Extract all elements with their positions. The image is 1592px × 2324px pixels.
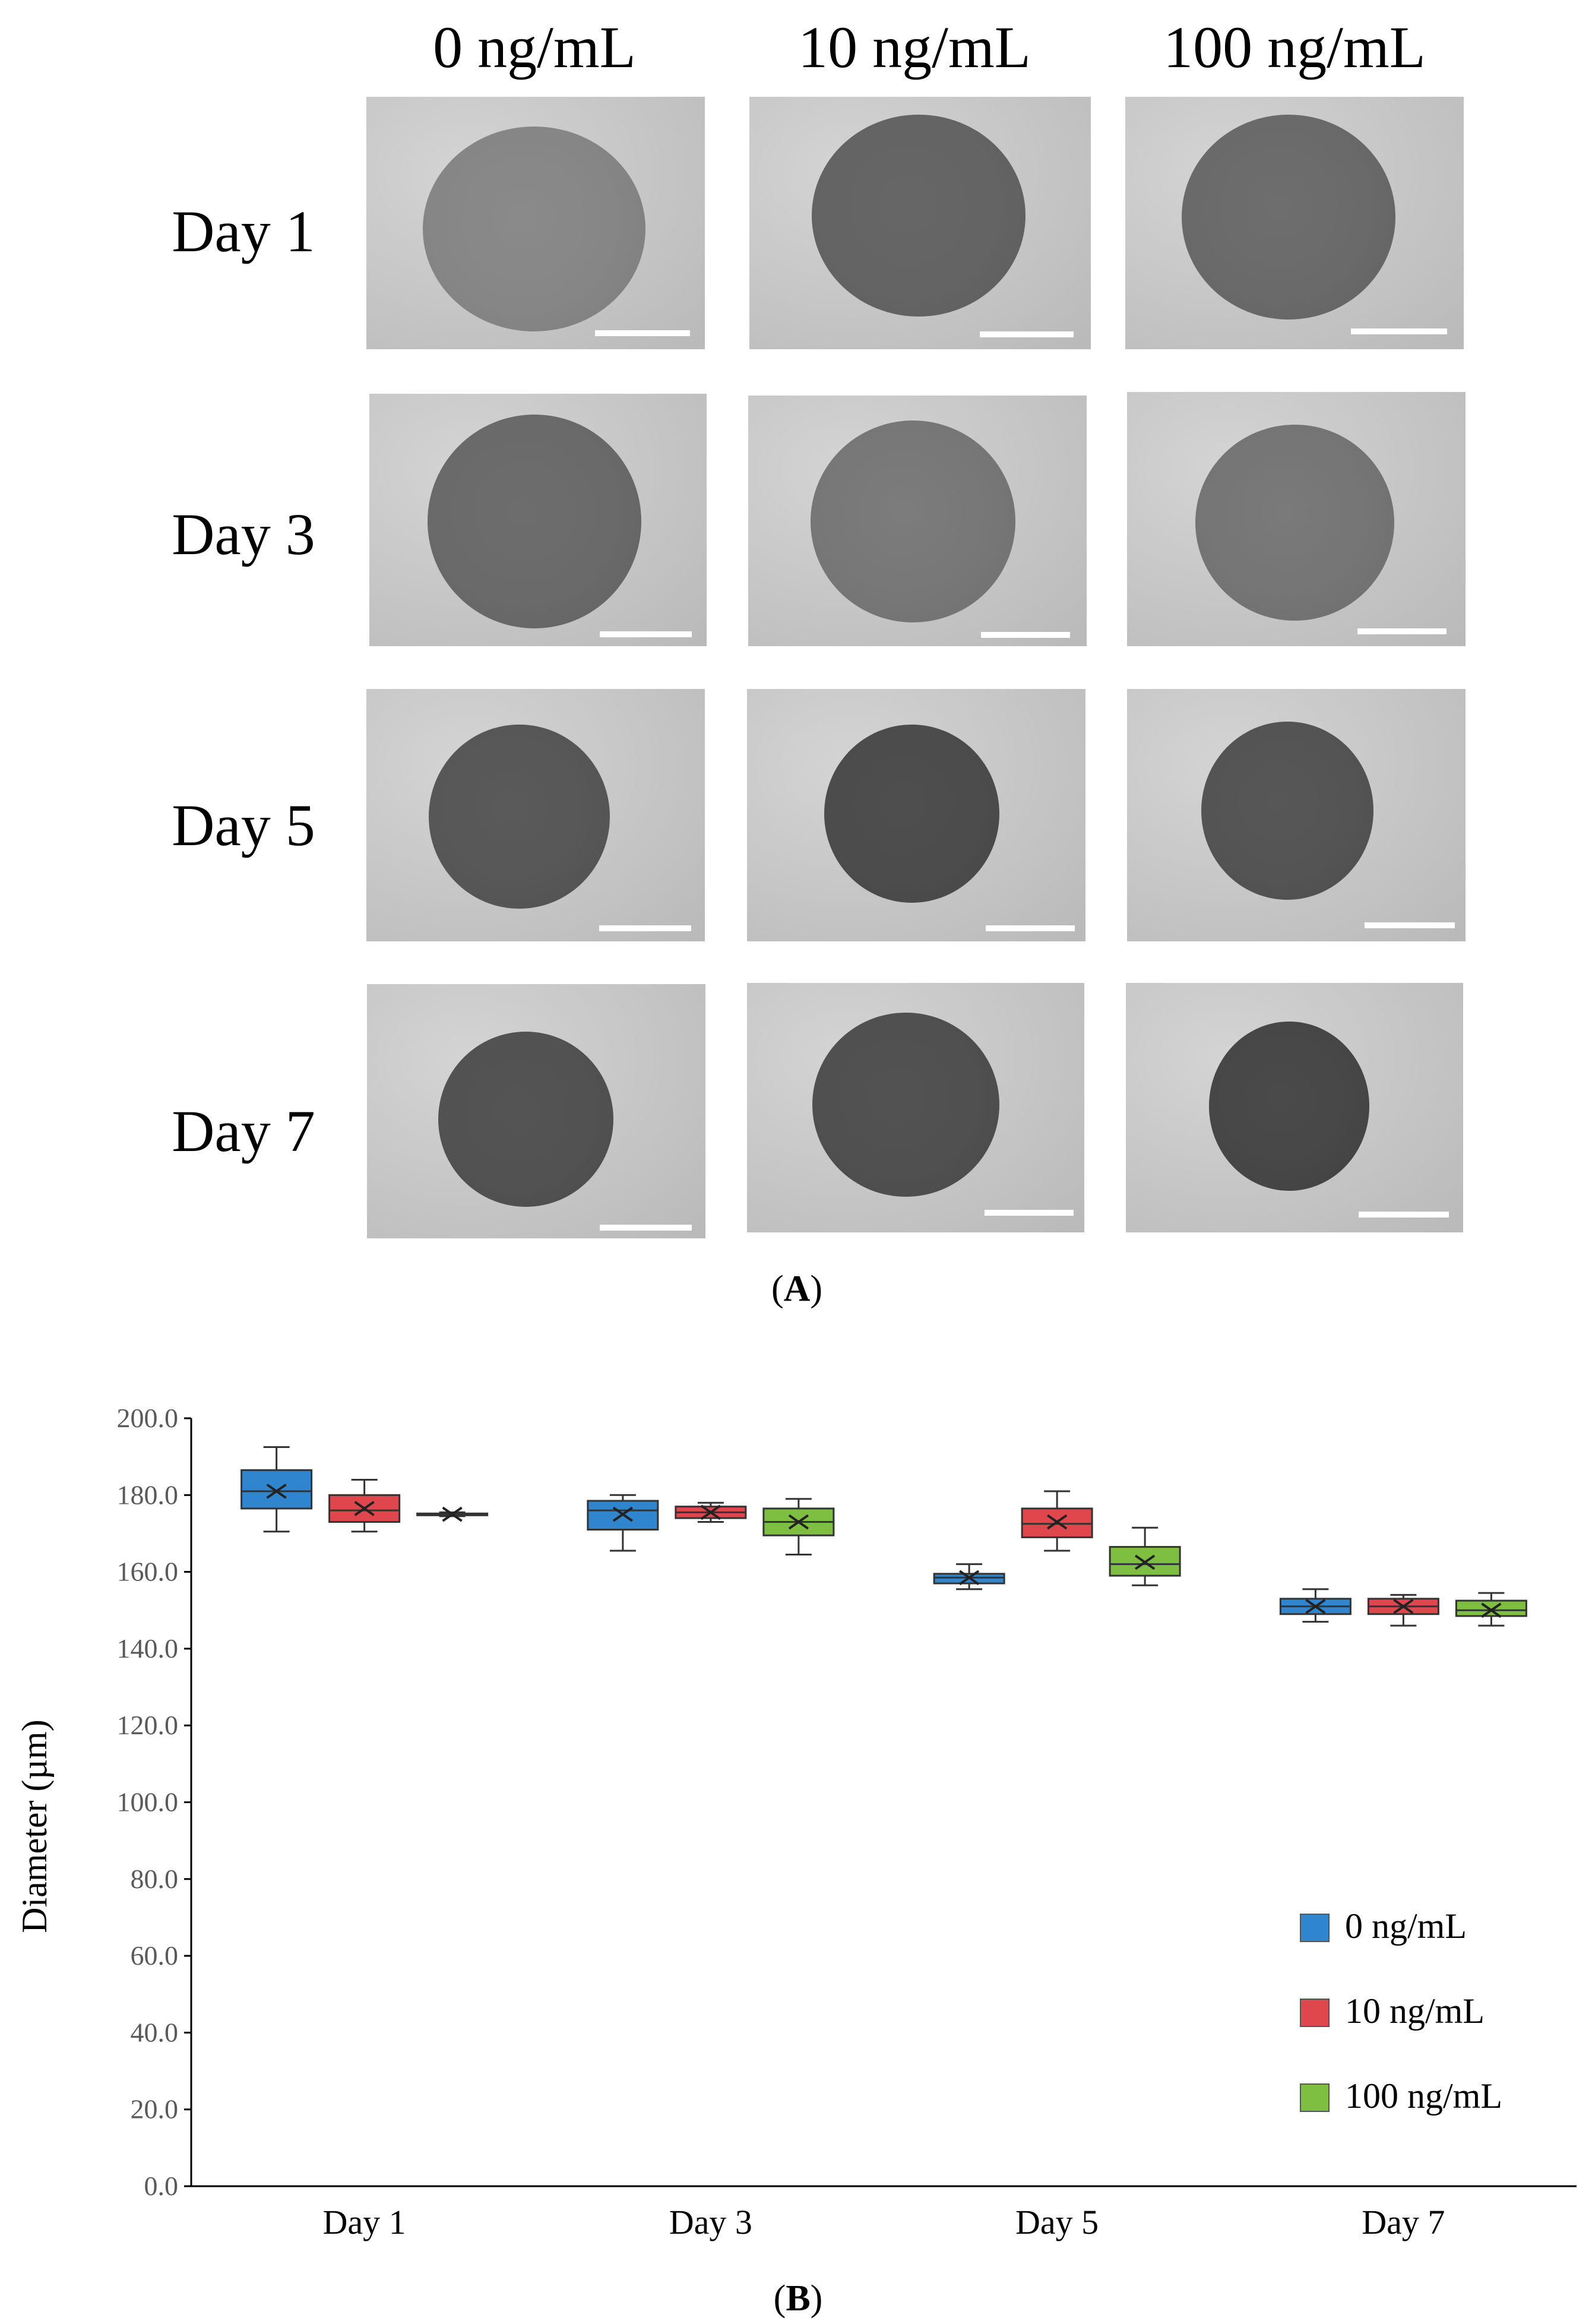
y-tick-label: 180.0 [117, 1479, 179, 1510]
panel-b-label: (B) [773, 2278, 823, 2319]
micrograph-day1-0ng [366, 97, 705, 349]
mean-marker [354, 1501, 375, 1516]
axes: 0.0 20.0 40.0 60.0 80.0 100.0 120.0 140.0 160.0 1… [117, 1403, 1577, 2241]
box-10-ng-ml-day-3 [675, 1501, 747, 1523]
box-10-ng-ml-day-7 [1367, 1593, 1439, 1627]
column-label-0-ng: 0 ng/mL [433, 14, 636, 80]
y-axis-label: Diameter (µm) [15, 1719, 54, 1933]
mean-marker [788, 1514, 809, 1530]
y-tick-label: 120.0 [117, 1710, 179, 1740]
x-tick-label: Day 1 [323, 2203, 406, 2241]
x-tick-label: Day 5 [1015, 2203, 1099, 2241]
micrograph-day3-0ng [369, 394, 707, 646]
box-100-ng-ml-day-7 [1455, 1592, 1527, 1627]
row-label-day-7: Day 7 [172, 1098, 315, 1164]
legend: 0 ng/mL 10 ng/mL 100 ng/mL [1300, 1906, 1502, 2116]
micrograph-day5-100ng [1127, 689, 1466, 941]
mean-marker [442, 1506, 463, 1522]
box-0-ng-ml-day-1 [240, 1446, 313, 1533]
box-iqr [1455, 1599, 1527, 1617]
box-100-ng-ml-day-5 [1109, 1526, 1181, 1586]
y-tick-label: 40.0 [131, 2017, 179, 2047]
legend-label: 100 ng/mL [1345, 2076, 1502, 2116]
mean-marker [1393, 1598, 1414, 1614]
legend-swatch [1300, 2083, 1330, 2112]
mean-marker [266, 1483, 287, 1499]
row-label-day-1: Day 1 [172, 198, 315, 264]
micrograph-day7-100ng [1126, 983, 1463, 1232]
micrograph-day1-100ng [1125, 97, 1464, 349]
y-tick-label: 200.0 [117, 1403, 179, 1433]
mean-marker [700, 1504, 721, 1520]
box-0-ng-ml-day-5 [933, 1563, 1005, 1591]
row-label-day-3: Day 3 [172, 501, 315, 567]
mean-marker [1305, 1598, 1326, 1614]
box-0-ng-ml-day-7 [1279, 1588, 1352, 1623]
legend-label: 10 ng/mL [1345, 1991, 1485, 2031]
panel-a-label: (A) [771, 1269, 823, 1309]
x-tick-label: Day 3 [669, 2203, 752, 2241]
column-label-100-ng: 100 ng/mL [1163, 14, 1426, 80]
row-label-day-5: Day 5 [172, 792, 315, 858]
micrograph-day5-10ng [747, 689, 1085, 941]
box-iqr [240, 1469, 313, 1510]
box-100-ng-ml-day-1 [416, 1506, 489, 1522]
box-plot-chart: 0.0 20.0 40.0 60.0 80.0 100.0 120.0 140.0 160.0 1… [15, 1403, 1577, 2241]
column-label-10-ng: 10 ng/mL [798, 14, 1031, 80]
mean-marker [958, 1570, 980, 1586]
mean-marker [612, 1506, 634, 1522]
y-tick-label: 160.0 [117, 1557, 179, 1587]
legend-swatch [1300, 1914, 1330, 1942]
y-tick-label: 20.0 [131, 2094, 179, 2124]
legend-label: 0 ng/mL [1345, 1906, 1467, 1946]
y-tick-label: 0.0 [144, 2171, 179, 2201]
boxes [240, 1446, 1527, 1627]
mean-marker [1046, 1514, 1068, 1530]
box-10-ng-ml-day-5 [1021, 1490, 1093, 1552]
micrograph-day7-10ng [747, 983, 1084, 1232]
box-10-ng-ml-day-1 [328, 1478, 401, 1533]
box-0-ng-ml-day-3 [587, 1494, 659, 1552]
box-100-ng-ml-day-3 [762, 1498, 835, 1556]
micrograph-day7-0ng [367, 984, 705, 1238]
micrograph-day5-0ng [366, 689, 705, 941]
y-tick-label: 80.0 [131, 1864, 179, 1894]
mean-marker [1481, 1602, 1502, 1618]
y-tick-label: 60.0 [131, 1940, 179, 1971]
micrograph-day3-10ng [748, 396, 1087, 646]
mean-marker [1134, 1554, 1156, 1570]
y-tick-label: 140.0 [117, 1633, 179, 1664]
y-tick-label: 100.0 [117, 1787, 179, 1817]
micrograph-day1-10ng [749, 97, 1091, 349]
x-tick-label: Day 7 [1362, 2203, 1445, 2241]
legend-swatch [1300, 1999, 1330, 2027]
micrograph-day3-100ng [1127, 392, 1466, 646]
